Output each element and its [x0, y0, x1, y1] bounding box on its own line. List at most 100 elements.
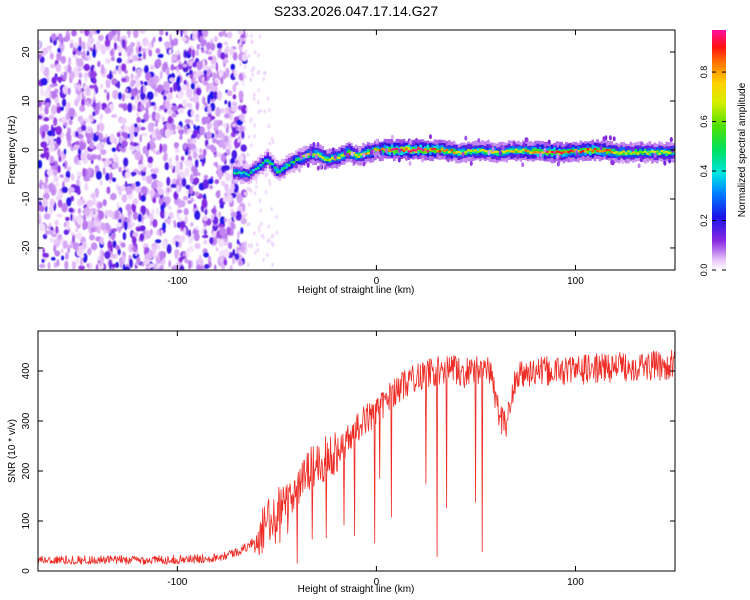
noise-cell — [164, 128, 171, 139]
colorbar-tick-label: 0.0 — [699, 264, 709, 277]
signal-cell — [531, 151, 535, 154]
signal-cell — [347, 149, 351, 155]
noise-cell — [119, 263, 123, 269]
noise-cell — [84, 76, 88, 83]
noise-cell — [201, 234, 209, 239]
signal-cell — [316, 165, 320, 171]
noise-cell — [242, 118, 246, 123]
noise-cell — [118, 166, 122, 173]
signal-cell — [634, 152, 637, 155]
signal-cell — [307, 153, 310, 156]
noise-cell — [130, 73, 134, 80]
snr-series — [38, 349, 675, 565]
noise-cell — [163, 100, 166, 110]
signal-cell — [266, 159, 270, 162]
noise-cell — [166, 109, 174, 115]
signal-cell — [610, 151, 614, 154]
noise-cell — [191, 138, 197, 144]
noise-cell — [171, 265, 179, 270]
noise-cell — [214, 264, 217, 270]
noise-cell — [122, 263, 126, 270]
signal-cell — [319, 164, 323, 170]
signal-cell — [359, 153, 363, 156]
noise-cell — [99, 180, 103, 186]
noise-cell — [189, 173, 194, 184]
signal-cell — [446, 157, 450, 163]
noise-cell — [222, 132, 225, 143]
signal-cell — [522, 148, 525, 151]
signal-cell — [646, 152, 649, 155]
noise-cell — [60, 40, 64, 45]
signal-cell — [557, 160, 561, 166]
noise-cell — [195, 87, 202, 96]
noise-cell — [202, 148, 207, 157]
signal-cell — [417, 147, 420, 150]
signal-cell — [461, 152, 465, 158]
noise-cell — [73, 82, 78, 90]
noise-cell — [114, 42, 117, 51]
noise-cell — [160, 209, 166, 219]
noise-cell — [176, 184, 180, 194]
signal-cell — [402, 149, 406, 153]
noise-cell — [149, 214, 154, 221]
noise-cell — [113, 35, 117, 42]
noise-cell — [148, 41, 152, 51]
signal-cell — [257, 166, 260, 170]
signal-cell — [517, 150, 520, 153]
noise-cell — [185, 248, 190, 258]
signal-cell — [627, 150, 630, 153]
noise-cell — [122, 232, 127, 241]
noise-cell — [248, 202, 251, 207]
signal-cell — [424, 148, 427, 151]
noise-cell — [243, 74, 246, 79]
noise-cell — [203, 252, 210, 258]
signal-cell — [245, 172, 248, 175]
noise-cell — [150, 64, 155, 71]
snr-line — [38, 349, 675, 565]
noise-cell — [55, 125, 62, 136]
noise-cell — [181, 177, 187, 187]
noise-cell — [76, 171, 83, 178]
noise-cell — [85, 117, 92, 123]
noise-cell — [146, 142, 151, 151]
signal-cell — [591, 149, 594, 153]
signal-cell — [599, 145, 603, 151]
noise-cell — [121, 194, 128, 203]
noise-cell — [219, 226, 226, 237]
noise-cell — [240, 152, 244, 157]
noise-cell — [42, 198, 48, 208]
noise-cell — [47, 85, 52, 93]
signal-cell — [524, 137, 528, 143]
noise-cell — [121, 77, 127, 83]
noise-cell — [43, 90, 51, 98]
noise-cell — [90, 211, 94, 219]
noise-cell — [116, 36, 121, 42]
noise-cell — [243, 37, 246, 42]
signal-cell — [309, 151, 313, 156]
signal-cell — [593, 147, 597, 150]
noise-cell — [110, 228, 118, 232]
noise-cell — [240, 37, 243, 42]
signal-cell — [608, 135, 612, 141]
noise-cell — [179, 171, 186, 179]
signal-cell — [276, 171, 279, 174]
noise-cell — [183, 227, 187, 236]
noise-cell — [266, 253, 269, 258]
noise-cell — [247, 262, 250, 267]
spectrogram-y-tick-label: -10 — [21, 191, 32, 206]
noise-cell — [49, 206, 53, 216]
colorbar-label: Normalized spectral amplitude — [737, 82, 748, 217]
noise-cell — [183, 79, 187, 85]
noise-cell — [64, 260, 69, 270]
noise-cell — [99, 84, 104, 89]
signal-cell — [331, 157, 334, 160]
noise-cell — [158, 244, 161, 250]
noise-cell — [195, 101, 200, 111]
noise-cell — [165, 31, 168, 36]
noise-cell — [214, 134, 220, 139]
noise-cell — [272, 140, 275, 145]
noise-cell — [109, 70, 112, 81]
noise-cell — [212, 72, 217, 80]
noise-cell — [211, 148, 217, 153]
noise-cell — [78, 36, 82, 46]
